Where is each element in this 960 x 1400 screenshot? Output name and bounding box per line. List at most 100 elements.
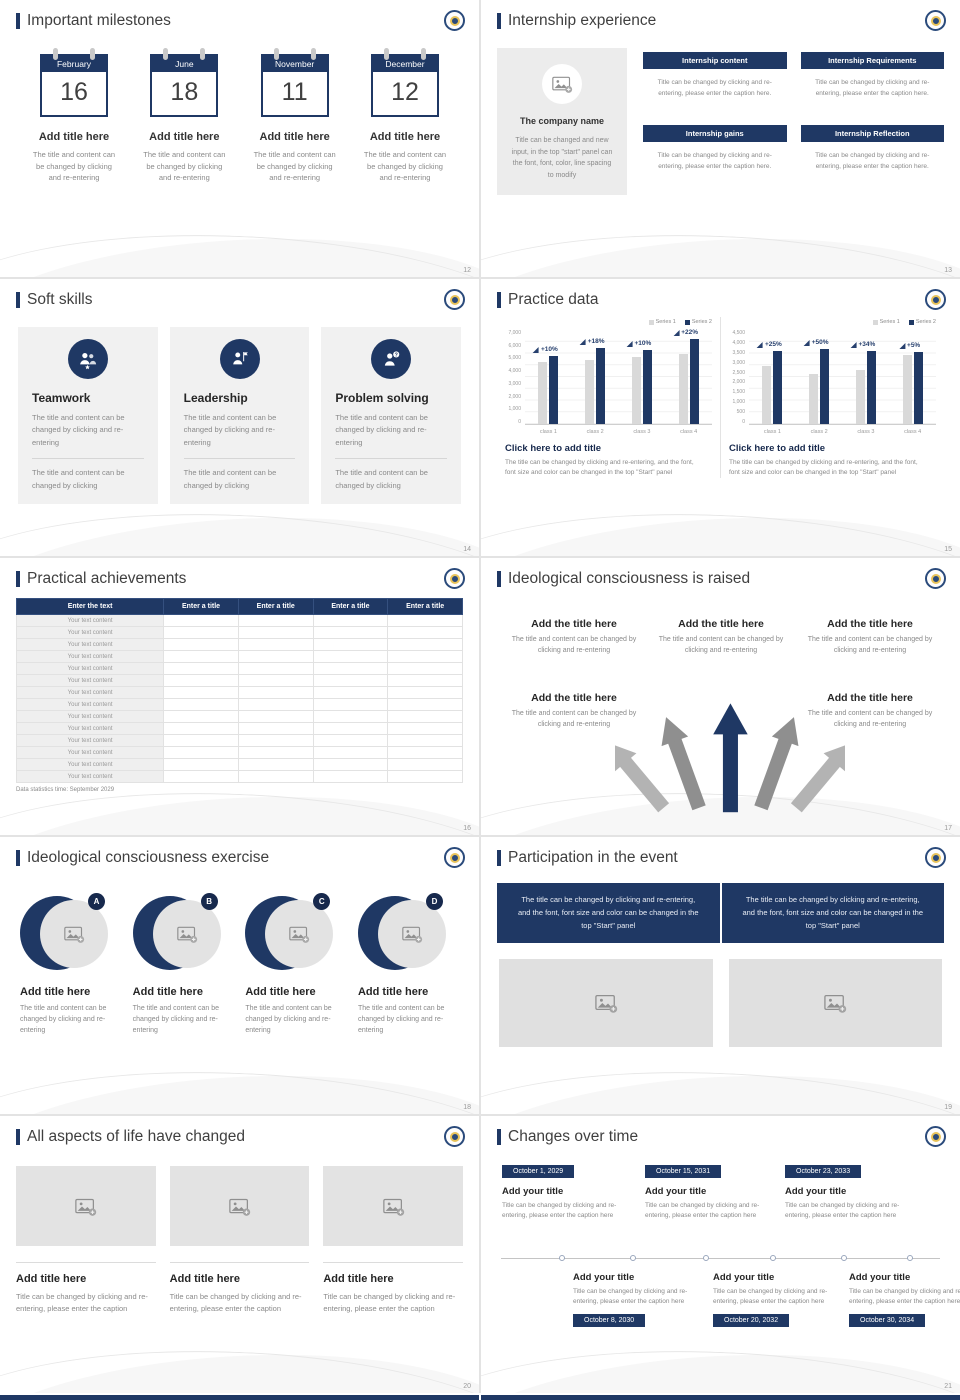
y-axis-tick: 4,000 <box>732 339 745 346</box>
banner-text: The title can be changed by clicking and… <box>721 883 944 944</box>
leadership-icon <box>219 339 260 379</box>
bar-group: +18% class 2 <box>579 330 606 435</box>
table-row: Your text content <box>15 686 463 699</box>
bar-chart-panel: Series 1 Series 2 7,000 6,000 5,000 4,000 3,… <box>497 317 720 478</box>
table-row: Your text content <box>15 734 463 747</box>
partial-next-slide <box>0 1395 479 1400</box>
milestone-card: February 16 Add title here The title and… <box>24 48 124 184</box>
calendar-month: December <box>372 56 437 72</box>
image-placeholder-icon <box>402 926 423 943</box>
skill-caption: The title and content can be changed by … <box>32 468 125 490</box>
item-title: Add your title <box>785 1186 847 1197</box>
slide-participation-in-the-event[interactable]: Participation in the event The title can… <box>481 837 960 1114</box>
milestone-caption: The title and content can be changed by … <box>253 150 336 183</box>
item-title: Add your title <box>849 1272 911 1283</box>
y-axis-tick: 2,500 <box>732 369 745 376</box>
milestone-caption: The title and content can be changed by … <box>143 150 226 183</box>
table-cell <box>387 638 463 651</box>
bar-group: +50% class 2 <box>803 330 830 435</box>
timeline-node-icon <box>841 1255 847 1261</box>
row-label-cell: Your text content <box>15 698 165 711</box>
bar-series-2 <box>549 356 559 424</box>
life-text-block: Add title here Title can be changed by c… <box>169 1262 310 1315</box>
image-circle <box>152 900 221 968</box>
charts-row: Series 1 Series 2 7,000 6,000 5,000 4,000 3,… <box>497 317 944 479</box>
table-cell <box>163 734 239 747</box>
calendar-day: 12 <box>391 78 419 106</box>
teamwork-icon <box>67 339 108 379</box>
school-emblem-icon <box>444 1126 465 1147</box>
table-cell <box>163 614 239 627</box>
table-cell <box>237 674 314 687</box>
table-cell <box>387 770 463 783</box>
calendar-month: June <box>152 56 217 72</box>
slide-header: Changes over time <box>497 1128 944 1146</box>
timeline-date-badge: October 20, 2032 <box>713 1314 790 1328</box>
calendar-ring-icon <box>90 48 95 60</box>
text-block: Add the title here The title and content… <box>799 692 941 730</box>
table-cell <box>237 650 314 663</box>
bar-group: +10% class 1 <box>533 330 559 435</box>
skill-card-problem-solving: ? Problem solving The title and content … <box>321 327 462 504</box>
image-placeholder-icon <box>176 926 197 943</box>
exercise-item: C Add title here The title and content c… <box>245 893 346 1037</box>
slide-practice-data[interactable]: Practice data Series 1 Series 2 7,000 6,0… <box>481 279 960 556</box>
section-caption: Title can be changed by clicking and re-… <box>815 152 930 171</box>
text-block: Add the title here The title and content… <box>503 692 645 730</box>
slide-changes-over-time[interactable]: Changes over time October 1, 2029 Add yo… <box>481 1116 960 1393</box>
table-cell <box>312 674 389 687</box>
slide-header: Practice data <box>497 291 944 309</box>
y-axis-tick: 4,500 <box>732 330 745 336</box>
life-column: Add title here Title can be changed by c… <box>323 1166 464 1315</box>
company-card: The company name Title can be changed an… <box>497 48 627 196</box>
slide-soft-skills[interactable]: Soft skills Teamwork The title and conte… <box>0 279 479 556</box>
calendar-day: 18 <box>170 78 199 106</box>
table-cell <box>387 734 463 747</box>
bar-series-1 <box>678 354 688 424</box>
table-cell <box>163 722 239 735</box>
internship-body: The company name Title can be changed an… <box>497 48 944 196</box>
school-emblem-icon <box>925 10 946 31</box>
timeline-item: Add your title Title can be changed by c… <box>713 1272 835 1328</box>
page-number: 21 <box>944 1383 952 1390</box>
title-accent-bar <box>16 571 20 587</box>
image-placeholder-icon <box>382 1198 404 1216</box>
company-image-circle <box>542 64 582 104</box>
timeline-node-icon <box>559 1255 565 1261</box>
school-emblem-icon <box>444 847 465 868</box>
title-accent-bar <box>497 1129 501 1145</box>
exercise-row: A Add title here The title and content c… <box>16 893 463 1037</box>
title-accent-bar <box>16 1129 20 1145</box>
slide-title: Ideological consciousness is raised <box>508 570 751 587</box>
item-caption: Title can be changed by clicking and re-… <box>849 1288 960 1306</box>
slide-header: Internship experience <box>497 12 944 30</box>
y-axis-tick: 1,000 <box>732 399 745 406</box>
image-placeholder <box>323 1166 464 1246</box>
circle-art: D <box>357 893 446 975</box>
image-circle <box>265 900 334 968</box>
slide-internship-experience[interactable]: Internship experience The company name T… <box>481 0 960 277</box>
legend-entry: Series 2 <box>908 319 936 325</box>
section-header: Internship Requirements <box>800 52 944 69</box>
slide-title: Soft skills <box>27 291 93 308</box>
slide-important-milestones[interactable]: Important milestones February 16 Add tit… <box>0 0 479 277</box>
block-title: Add the title here <box>531 692 617 704</box>
table-cell <box>163 710 239 723</box>
legend-label: Series 1 <box>879 319 900 325</box>
banner-text: The title can be changed by clicking and… <box>497 883 720 944</box>
table-cell <box>163 650 239 663</box>
table-cell <box>387 674 463 687</box>
image-placeholder <box>499 959 713 1048</box>
next-row-slide-edges <box>0 1395 960 1400</box>
slide-ideological-consciousness-raised[interactable]: Ideological consciousness is raised Add … <box>481 558 960 835</box>
slide-all-aspects-of-life-have-changed[interactable]: All aspects of life have changed Add tit… <box>0 1116 479 1393</box>
letter-badge: B <box>200 893 218 910</box>
timeline-date-badge: October 1, 2029 <box>502 1165 575 1178</box>
calendar-month: February <box>42 56 106 72</box>
legend-entry: Series 2 <box>684 319 712 325</box>
table-row: Your text content <box>15 722 463 735</box>
slide-ideological-consciousness-exercise[interactable]: Ideological consciousness exercise A Add… <box>0 837 479 1114</box>
image-placeholder <box>728 959 942 1048</box>
slide-practical-achievements[interactable]: Practical achievements Enter the text En… <box>0 558 479 835</box>
row-label-cell: Your text content <box>15 710 165 723</box>
